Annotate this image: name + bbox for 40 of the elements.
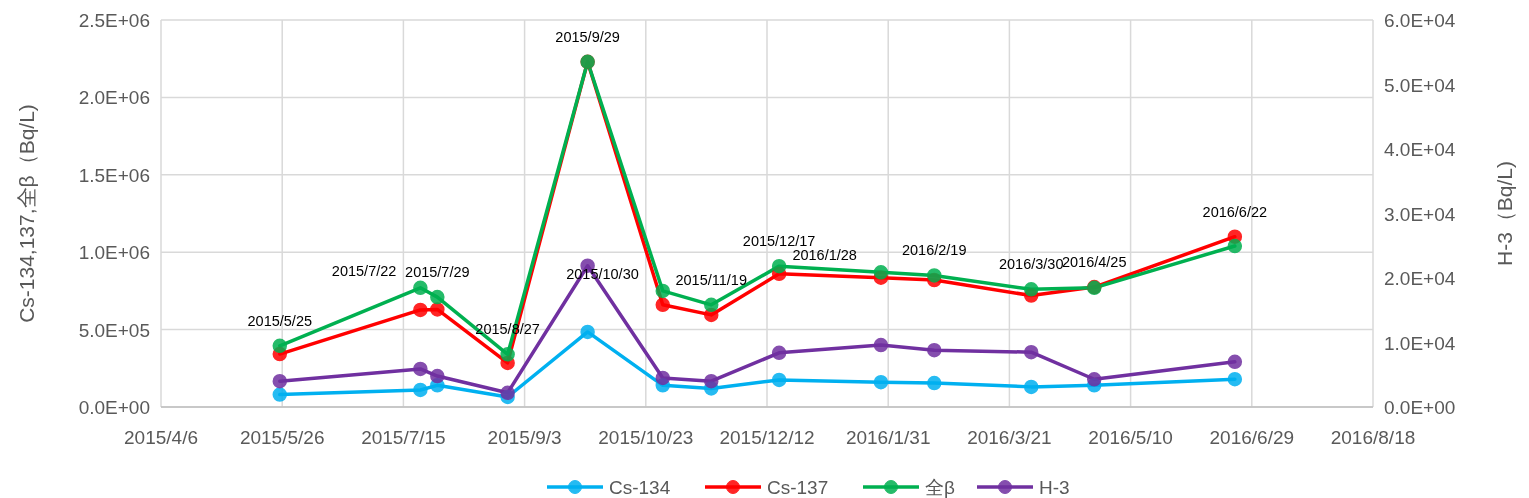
y-tick-label: 5.0E+05 [78, 319, 150, 341]
y2-tick-label: 5.0E+04 [1384, 74, 1456, 96]
y2-tick-label: 1.0E+04 [1384, 332, 1456, 354]
y2-tick-label: 0.0E+00 [1384, 397, 1456, 418]
legend-label: Cs-137 [767, 477, 829, 498]
y-tick-label: 2.0E+06 [78, 87, 150, 109]
annotation: 2016/1/28 [792, 247, 857, 264]
x-tick-label: 2015/5/26 [239, 427, 325, 448]
y-tick-label: 0.0E+00 [78, 397, 150, 418]
y2-tick-label: 3.0E+04 [1384, 203, 1456, 225]
y-axis-title: Cs-134,137,全β（Bq/L) [15, 104, 38, 323]
annotation: 2015/9/29 [555, 28, 620, 45]
x-tick-label: 2016/3/21 [967, 427, 1052, 448]
y-tick-label: 2.5E+06 [78, 10, 150, 31]
x-tick-label: 2015/7/15 [361, 427, 446, 448]
annotation: 2015/11/19 [675, 271, 747, 288]
annotation: 2016/3/30 [998, 256, 1064, 273]
annotation: 2016/2/19 [902, 242, 967, 259]
annotation: 2015/7/29 [405, 264, 470, 281]
legend-label: H-3 [1039, 477, 1070, 498]
x-tick-label: 2015/4/6 [124, 427, 198, 448]
legend-label: 全β [925, 477, 955, 498]
y2-tick-label: 6.0E+04 [1384, 10, 1456, 31]
y-tick-label: 1.0E+06 [78, 242, 150, 264]
x-tick-label: 2016/8/18 [1330, 427, 1416, 448]
x-tick-label: 2015/10/23 [598, 427, 694, 448]
y-tick-label: 1.5E+06 [78, 164, 150, 186]
x-tick-label: 2016/5/10 [1088, 427, 1173, 448]
annotation: 2015/7/22 [331, 262, 397, 279]
annotation: 2015/12/17 [742, 233, 816, 250]
x-tick-label: 2016/6/29 [1209, 427, 1295, 448]
y2-axis-title: H-3（Bq/L) [1493, 160, 1516, 267]
y2-tick-label: 4.0E+04 [1384, 139, 1456, 160]
x-tick-label: 2016/1/31 [845, 427, 931, 448]
x-tick-label: 2015/9/3 [487, 427, 562, 448]
legend-label: Cs-134 [609, 477, 671, 498]
x-tick-label: 2015/12/12 [719, 427, 815, 448]
y2-tick-label: 2.0E+04 [1384, 268, 1456, 289]
annotation: 2016/6/22 [1202, 203, 1268, 220]
annotation: 2015/5/25 [247, 312, 313, 329]
